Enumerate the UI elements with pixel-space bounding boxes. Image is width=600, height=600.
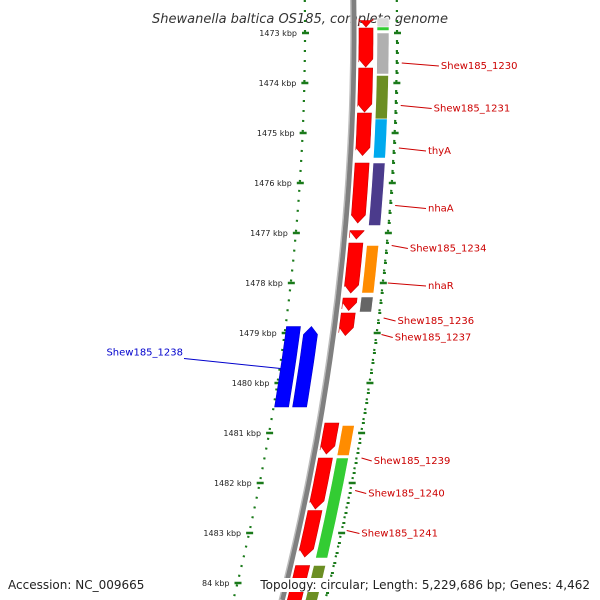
cog-block	[372, 118, 388, 159]
gene-label: Shew185_1236	[398, 316, 475, 327]
gene-arrow-g-1230	[358, 27, 374, 68]
tick-label: 1482 kbp	[214, 479, 252, 488]
ticks-left: 1473 kbp 1474 kbp 1475 kbp 1476 kbp 1477 kbp…	[202, 0, 309, 600]
cog-block	[336, 425, 355, 456]
gene-arrow-g-1237	[338, 312, 356, 336]
left-tick-dots	[232, 0, 307, 600]
tick-label: 1474 kbp	[259, 79, 297, 88]
gene-arrow-g-1236	[341, 297, 358, 311]
cog-block	[361, 245, 380, 294]
gene-arrow-g-1238	[292, 326, 318, 408]
tick-label: 1481 kbp	[223, 429, 261, 438]
leader-line	[381, 334, 393, 338]
tick-label: 1476 kbp	[254, 179, 292, 188]
gene-arrow-g-1240	[309, 457, 333, 510]
forward-gene-track	[286, 18, 374, 600]
leader-line	[391, 245, 408, 249]
gene-arrow-g-1229	[358, 18, 374, 28]
leader-line	[361, 457, 372, 462]
leader-line	[346, 530, 360, 534]
gene-label: Shew185_1237	[395, 333, 472, 344]
backbone-highlight	[278, 0, 352, 600]
tick-label: 1473 kbp	[259, 29, 297, 38]
gene-label: nhaR	[428, 281, 454, 292]
cog-block	[374, 75, 389, 120]
cog-block	[376, 32, 390, 75]
tick-label: 1478 kbp	[245, 279, 283, 288]
reverse-gene-track	[274, 326, 318, 408]
gene-label: Shew185_1234	[410, 244, 487, 255]
tick-label: 1477 kbp	[250, 229, 288, 238]
leader-line	[400, 105, 432, 109]
cog-block	[376, 26, 390, 31]
ticks-right	[324, 0, 401, 600]
cog-block	[315, 457, 349, 559]
leader-line	[355, 490, 367, 494]
gene-arrow-g-nhaR	[344, 242, 364, 294]
gene-arrow-g-1231	[357, 67, 374, 113]
leader-line	[401, 62, 439, 67]
gene-block-g-1238	[274, 326, 301, 408]
leader-line	[383, 317, 396, 322]
leader-line	[387, 282, 427, 287]
gene-labels: Shew185_1230 Shew185_1231 thyA nhaA Shew185_…	[106, 61, 517, 540]
tick-label: 1483 kbp	[203, 529, 241, 538]
leader-line	[398, 147, 427, 152]
gene-arrow-g-thyA	[355, 112, 372, 156]
gene-label: Shew185_1239	[374, 456, 451, 467]
tick-label: 1480 kbp	[232, 379, 270, 388]
tick-label: 1475 kbp	[257, 129, 295, 138]
cog-block	[368, 162, 386, 226]
gene-arrow-g-1234	[349, 230, 365, 240]
backbone-line	[279, 0, 357, 600]
gene-label: Shew185_1238	[106, 348, 183, 359]
tick-label: 84 kbp	[202, 579, 230, 588]
tick-label: 1479 kbp	[239, 329, 277, 338]
cog-block	[359, 296, 374, 313]
gene-label: Shew185_1241	[361, 529, 438, 540]
leader-line	[395, 205, 427, 209]
gene-label: Shew185_1240	[368, 489, 445, 500]
gene-arrow-g-1239	[319, 422, 340, 455]
right-tick-dots	[324, 0, 399, 600]
leader-line	[183, 358, 281, 369]
topology-text: Topology: circular; Length: 5,229,686 bp…	[260, 578, 590, 592]
gene-arrow-g-nhaA	[351, 162, 370, 224]
accession-text: Accession: NC_009665	[8, 578, 145, 592]
gene-arrow-g-1241	[298, 510, 323, 558]
gene-label: Shew185_1231	[434, 104, 511, 115]
gene-label: nhaA	[428, 204, 454, 215]
gene-label: Shew185_1230	[441, 61, 518, 72]
cog-block	[376, 17, 390, 28]
map-title: Shewanella baltica OS185, complete genom…	[152, 12, 448, 27]
backbone	[278, 0, 357, 600]
gene-label: thyA	[428, 146, 451, 157]
